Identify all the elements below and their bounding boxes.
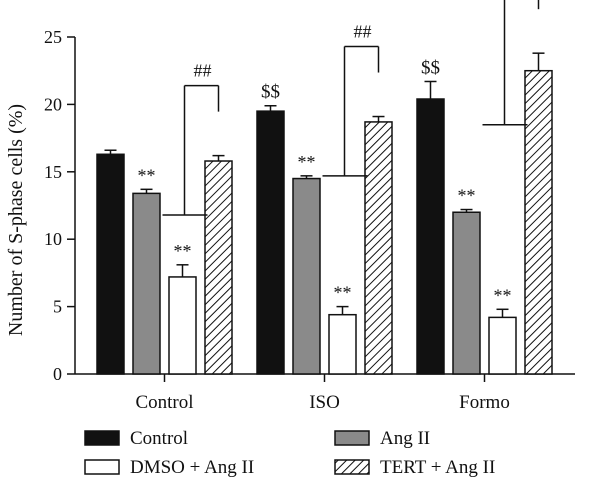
bar (96, 153, 125, 375)
significance-label: ** (494, 285, 512, 305)
bracket-label: ## (194, 61, 212, 81)
legend-swatch (334, 430, 370, 446)
significance-label: ** (458, 186, 476, 206)
bar (168, 276, 197, 375)
bars (96, 52, 553, 375)
bar (328, 313, 357, 375)
bar (524, 69, 553, 375)
bar (452, 211, 481, 375)
axes: 0 5 10 15 20 25 Control ISO Formo (44, 27, 575, 413)
y-tick-label: 20 (44, 94, 62, 114)
x-tick-label: Control (135, 392, 193, 413)
significance-label: $$ (421, 57, 440, 78)
legend-label: TERT + Ang II (380, 457, 495, 478)
bracket-label: ## (354, 22, 372, 42)
bar (132, 192, 161, 375)
x-tick-label: Formo (459, 392, 510, 413)
y-tick-label: 15 (44, 162, 62, 182)
significance-label: ** (334, 283, 352, 303)
bar (292, 177, 321, 375)
legend-label: Ang II (380, 428, 430, 449)
y-tick-label: 10 (44, 229, 62, 249)
y-tick-label: 5 (53, 297, 62, 317)
significance-label: ** (138, 165, 156, 185)
y-tick-label: 25 (44, 27, 62, 47)
legend-swatch (334, 459, 370, 475)
bar (488, 316, 517, 375)
bar (256, 110, 285, 375)
significance-label: $$ (261, 82, 280, 103)
legend-swatch (84, 459, 120, 475)
y-axis-label: Number of S-phase cells (%) (5, 104, 27, 336)
legend-label: Control (130, 428, 188, 449)
bar (416, 98, 445, 375)
legend-label: DMSO + Ang II (130, 457, 254, 478)
significance-label: ** (298, 152, 316, 172)
legend: Control Ang II DMSO + Ang II TERT + Ang II (84, 428, 495, 478)
bar (204, 160, 233, 375)
x-tick-label: ISO (309, 392, 340, 413)
legend-swatch (84, 430, 120, 446)
bar (364, 121, 393, 375)
annotations: ****$$****$$****###### (138, 0, 540, 305)
y-tick-label: 0 (53, 364, 62, 384)
significance-label: ** (174, 241, 192, 261)
